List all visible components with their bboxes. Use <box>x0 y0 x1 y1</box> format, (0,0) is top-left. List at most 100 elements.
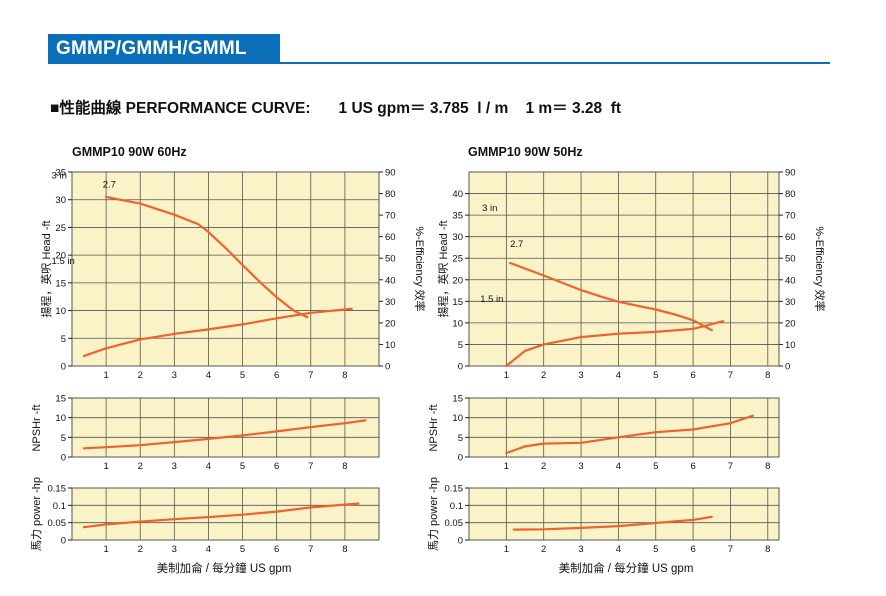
y-axis-label: 揚程，英呎 Head -ft <box>39 220 53 317</box>
x-tick-label: 8 <box>342 544 347 555</box>
curve-annotation: 3 in <box>482 203 497 214</box>
x-tick-label: 6 <box>274 461 279 472</box>
x-tick-label: 6 <box>690 544 695 555</box>
y2-tick-label: 30 <box>385 297 396 308</box>
x-tick-label: 6 <box>274 370 279 381</box>
x-tick-label: 1 <box>504 544 509 555</box>
y-tick-label: 25 <box>55 223 66 234</box>
plot-area <box>468 487 780 541</box>
y-axis-label: NPSHr -ft <box>31 404 43 451</box>
performance-curve <box>509 261 713 332</box>
y-tick-label: 0 <box>61 362 66 373</box>
x-tick-label: 7 <box>728 461 733 472</box>
x-tick-label: 3 <box>172 461 177 472</box>
y2-tick-label: 70 <box>385 211 396 222</box>
performance-curve <box>82 419 367 450</box>
y-tick-label: 0.1 <box>53 501 66 512</box>
performance-subtitle: ■性能曲線 PERFORMANCE CURVE: 1 US gpm＝ 3.785 … <box>50 96 621 118</box>
y-tick-label: 30 <box>452 232 463 243</box>
x-tick-label: 3 <box>578 461 583 472</box>
y-tick-label: 0.05 <box>445 518 464 529</box>
title-rule <box>48 62 830 64</box>
x-tick-label: 7 <box>728 370 733 381</box>
performance-curve <box>505 320 725 368</box>
y-axis-label: 馬力 power -hp <box>427 477 440 551</box>
y2-tick-label: 60 <box>385 232 396 243</box>
x-tick-label: 8 <box>342 461 347 472</box>
y2-tick-label: 50 <box>385 254 396 265</box>
y-tick-label: 0 <box>458 536 463 547</box>
performance-curve <box>82 307 353 358</box>
x-tick-label: 8 <box>342 370 347 381</box>
performance-curve <box>505 414 754 455</box>
y-tick-label: 0 <box>458 362 463 373</box>
y-tick-label: 5 <box>61 433 66 444</box>
unit-conversion: 1 US gpm＝ 3.785 l / m 1 m＝ 3.28 ft <box>338 100 622 117</box>
x-tick-label: 6 <box>690 370 695 381</box>
x-tick-label: 8 <box>765 461 770 472</box>
x-tick-label: 3 <box>578 544 583 555</box>
x-axis-label: 美制加侖 / 每分鐘 US gpm <box>559 561 694 575</box>
x-tick-label: 5 <box>240 370 245 381</box>
x-tick-label: 7 <box>308 370 313 381</box>
performance-curve <box>105 195 309 319</box>
x-tick-label: 4 <box>616 370 621 381</box>
y2-tick-label: 60 <box>785 232 796 243</box>
x-tick-label: 8 <box>765 544 770 555</box>
y2-tick-label: 20 <box>785 318 796 329</box>
y-tick-label: 0.05 <box>48 518 67 529</box>
y-tick-label: 35 <box>452 211 463 222</box>
x-tick-label: 2 <box>541 370 546 381</box>
x-tick-label: 6 <box>274 544 279 555</box>
y2-tick-label: 80 <box>785 189 796 200</box>
chart-title: GMMP10 90W 50Hz <box>468 145 583 159</box>
x-tick-label: 4 <box>206 461 211 472</box>
y-tick-label: 15 <box>452 394 463 405</box>
y2-tick-label: 0 <box>785 362 790 373</box>
x-tick-label: 4 <box>206 544 211 555</box>
x-tick-label: 4 <box>616 461 621 472</box>
x-tick-label: 2 <box>138 370 143 381</box>
y2-tick-label: 90 <box>385 168 396 179</box>
y-axis-label: 馬力 power -hp <box>30 477 43 551</box>
y2-axis-label: %-Efficiency 效率 <box>813 226 827 311</box>
x-tick-label: 4 <box>616 544 621 555</box>
x-axis-label: 美制加侖 / 每分鐘 US gpm <box>157 561 292 575</box>
y-tick-label: 0 <box>61 453 66 464</box>
curve-annotation: 3 in <box>52 171 67 182</box>
y-tick-label: 10 <box>55 413 66 424</box>
y-tick-label: 15 <box>55 278 66 289</box>
y2-tick-label: 30 <box>785 297 796 308</box>
curve-annotation: 2.7 <box>510 239 523 250</box>
y-axis-label: NPSHr -ft <box>428 404 440 451</box>
x-tick-label: 7 <box>308 544 313 555</box>
plot-area <box>71 171 380 367</box>
y2-tick-label: 80 <box>385 189 396 200</box>
y2-tick-label: 10 <box>385 340 396 351</box>
x-tick-label: 4 <box>206 370 211 381</box>
x-tick-label: 2 <box>541 461 546 472</box>
x-tick-label: 2 <box>138 461 143 472</box>
x-tick-label: 5 <box>653 461 658 472</box>
chart-title: GMMP10 90W 60Hz <box>72 145 187 159</box>
y-tick-label: 20 <box>55 251 66 262</box>
y2-tick-label: 20 <box>385 318 396 329</box>
y-tick-label: 0.15 <box>48 484 67 495</box>
x-tick-label: 1 <box>103 544 108 555</box>
curve-annotation: 1.5 in <box>52 256 75 267</box>
x-tick-label: 5 <box>653 544 658 555</box>
y2-tick-label: 70 <box>785 211 796 222</box>
y-tick-label: 5 <box>458 340 463 351</box>
x-tick-label: 3 <box>172 370 177 381</box>
x-tick-label: 1 <box>103 370 108 381</box>
y-axis-label: 揚程，英呎 Head -ft <box>436 220 450 317</box>
section-label: ■性能曲線 PERFORMANCE CURVE: <box>50 100 311 117</box>
y-tick-label: 10 <box>55 306 66 317</box>
y-tick-label: 15 <box>55 394 66 405</box>
y-tick-label: 25 <box>452 254 463 265</box>
y2-tick-label: 0 <box>385 362 390 373</box>
x-tick-label: 8 <box>765 370 770 381</box>
curve-annotation: 2.7 <box>103 180 116 191</box>
y2-tick-label: 40 <box>385 275 396 286</box>
